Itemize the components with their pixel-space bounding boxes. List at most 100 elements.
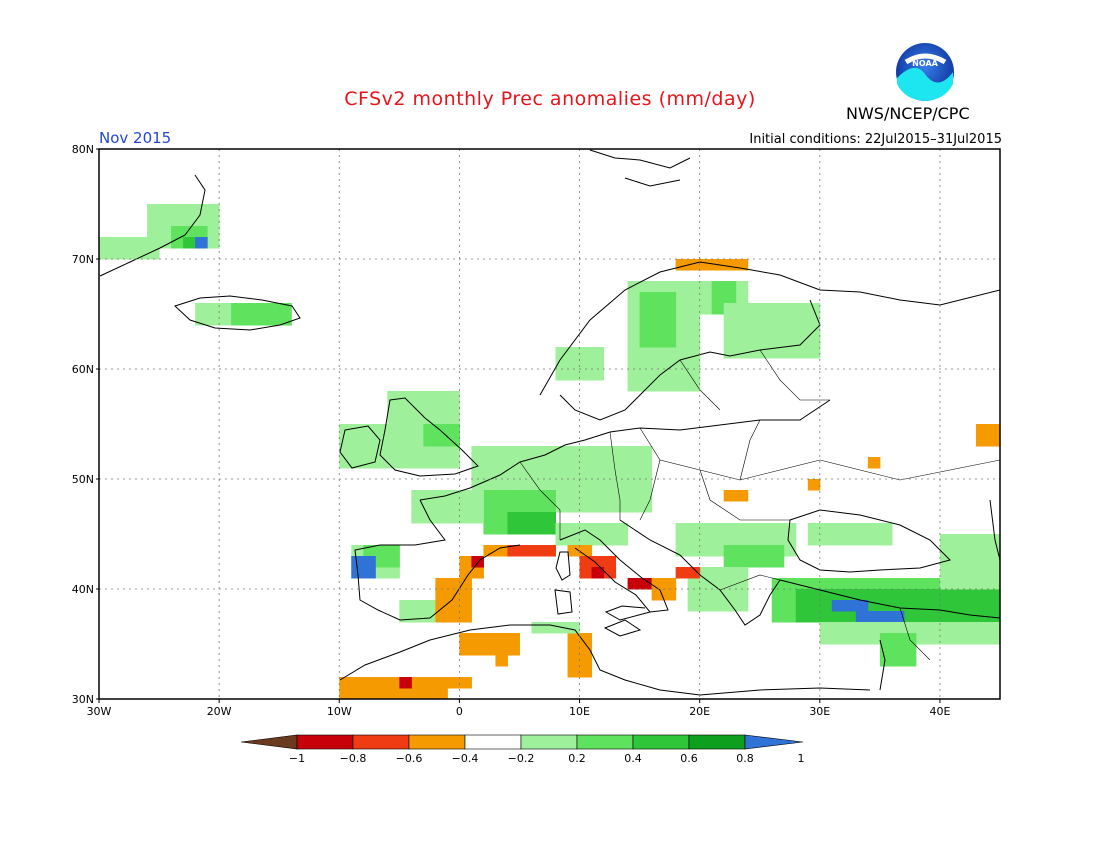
anomaly-cell — [795, 600, 809, 612]
anomaly-cell — [663, 292, 677, 304]
anomaly-cell — [675, 545, 689, 557]
anomaly-cell — [399, 600, 412, 612]
anomaly-cell — [951, 633, 965, 645]
anomaly-cell — [723, 556, 737, 568]
anomaly-cell — [579, 468, 593, 480]
anomaly-cell — [747, 303, 761, 315]
anomaly-cell — [363, 688, 376, 699]
anomaly-cell — [891, 644, 905, 656]
anomaly-cell — [891, 611, 905, 623]
anomaly-cell — [867, 611, 881, 623]
anomaly-cell — [975, 534, 989, 546]
anomaly-cell — [675, 314, 689, 326]
anomaly-cell — [795, 347, 809, 359]
anomaly-cell — [339, 435, 352, 447]
anomaly-cell — [891, 622, 905, 634]
anomaly-cell — [639, 380, 653, 392]
colorbar-label: 0.8 — [736, 752, 754, 765]
anomaly-cell — [543, 622, 557, 634]
anomaly-cell — [363, 545, 376, 557]
anomaly-cell — [219, 303, 232, 315]
colorbar-label: −0.8 — [340, 752, 367, 765]
anomaly-cell — [759, 314, 773, 326]
anomaly-cell — [435, 424, 448, 436]
anomaly-cell — [579, 655, 593, 667]
anomaly-cell — [651, 589, 665, 601]
anomaly-cell — [567, 358, 581, 370]
anomaly-cell — [423, 600, 436, 612]
anomaly-cell — [963, 567, 977, 579]
anomaly-cell — [783, 347, 797, 359]
anomaly-cell — [639, 490, 653, 502]
anomaly-cell — [579, 457, 593, 469]
anomaly-cell — [471, 446, 484, 458]
anomaly-cell — [567, 501, 581, 513]
anomaly-cell — [363, 424, 376, 436]
anomaly-cell — [663, 303, 677, 315]
anomaly-cell — [627, 325, 641, 337]
anomaly-cell — [987, 600, 1000, 612]
anomaly-cell — [447, 435, 460, 447]
anomaly-cell — [759, 556, 773, 568]
anomaly-cell — [375, 688, 388, 699]
anomaly-cell — [759, 523, 773, 535]
anomaly-cell — [519, 490, 532, 502]
anomaly-cell — [723, 281, 737, 293]
anomaly-cell — [627, 347, 641, 359]
anomaly-cell — [411, 391, 424, 403]
anomaly-cell — [831, 600, 845, 612]
anomaly-cell — [711, 567, 725, 579]
anomaly-cell — [579, 633, 593, 645]
anomaly-cell — [483, 479, 496, 491]
anomaly-cell — [579, 358, 593, 370]
anomaly-cell — [339, 457, 352, 469]
anomaly-cell — [807, 479, 821, 491]
anomaly-cell — [795, 589, 809, 601]
anomaly-cell — [387, 567, 400, 579]
anomaly-cell — [759, 534, 773, 546]
anomaly-cell — [855, 622, 869, 634]
anomaly-cell — [423, 512, 436, 524]
anomaly-cell — [639, 468, 653, 480]
anomaly-cell — [387, 677, 400, 689]
map-area — [99, 149, 1000, 699]
anomaly-cell — [795, 611, 809, 623]
anomaly-cell — [627, 490, 641, 502]
anomaly-cell — [519, 468, 532, 480]
anomaly-cell — [591, 347, 605, 359]
anomaly-cell — [183, 204, 196, 216]
anomaly-cell — [675, 534, 689, 546]
anomaly-cell — [675, 336, 689, 348]
anomaly-cell — [507, 523, 520, 535]
anomaly-cell — [939, 567, 953, 579]
lat-tick-label: 60N — [72, 363, 94, 376]
anomaly-cell — [723, 534, 737, 546]
anomaly-cell — [795, 314, 809, 326]
anomaly-cell — [135, 248, 148, 260]
anomaly-cell — [831, 523, 845, 535]
anomaly-cell — [699, 578, 713, 590]
anomaly-cell — [855, 523, 869, 535]
anomaly-cell — [531, 512, 544, 524]
anomaly-cell — [579, 534, 593, 546]
anomaly-cell — [99, 248, 112, 260]
anomaly-cell — [603, 534, 617, 546]
anomaly-cell — [711, 600, 725, 612]
anomaly-cell — [627, 358, 641, 370]
anomaly-cell — [507, 644, 520, 656]
anomaly-cell — [543, 490, 557, 502]
anomaly-cell — [903, 578, 917, 590]
anomaly-cell — [867, 589, 881, 601]
anomaly-cell — [615, 490, 629, 502]
anomaly-cell — [891, 578, 905, 590]
anomaly-cell — [687, 534, 701, 546]
colorbar-segment — [408, 734, 466, 750]
anomaly-cell — [915, 633, 929, 645]
anomaly-cell — [771, 325, 785, 337]
anomaly-cell — [387, 402, 400, 414]
anomaly-cell — [723, 259, 737, 271]
anomaly-cell — [567, 446, 581, 458]
anomaly-cell — [639, 501, 653, 513]
anomaly-cell — [435, 446, 448, 458]
anomaly-cell — [987, 589, 1000, 601]
